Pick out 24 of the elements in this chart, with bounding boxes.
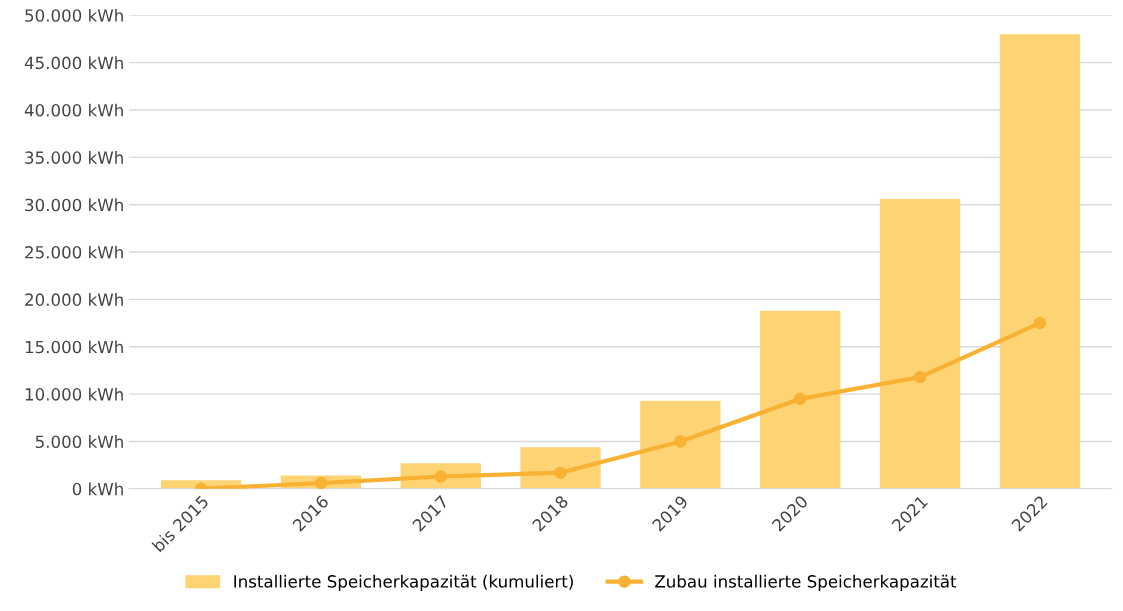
y-tick-label: 25.000 kWh (25, 245, 123, 259)
y-tick-label: 5.000 kWh (35, 435, 123, 449)
legend-label: Zubau installierte Speicherkapazität (655, 574, 957, 591)
point (554, 466, 567, 479)
y-tick-label: 0 kWh (72, 482, 123, 496)
y-tick-label: 15.000 kWh (25, 340, 123, 354)
point (314, 476, 328, 489)
y-tick-label: 30.000 kWh (25, 198, 123, 212)
y-tick-label: 50.000 kWh (25, 8, 123, 22)
y-tick-label: 40.000 kWh (24, 103, 123, 117)
point (674, 435, 687, 448)
legend-label: Installierte Speicherkapazität (kumuliert) (234, 574, 573, 591)
y-tick-label: 35.000 kWh (25, 151, 123, 164)
bar (640, 400, 721, 489)
point (793, 392, 807, 406)
bar (760, 310, 841, 489)
point (1033, 316, 1047, 330)
point (434, 470, 447, 483)
bar (879, 199, 961, 489)
y-tick-label: 20.000 kWh (25, 293, 123, 306)
bar (999, 34, 1081, 489)
point (913, 370, 927, 384)
y-tick-label: 10.000 kWh (25, 387, 123, 401)
y-tick-label: 45.000 kWh (24, 56, 123, 70)
